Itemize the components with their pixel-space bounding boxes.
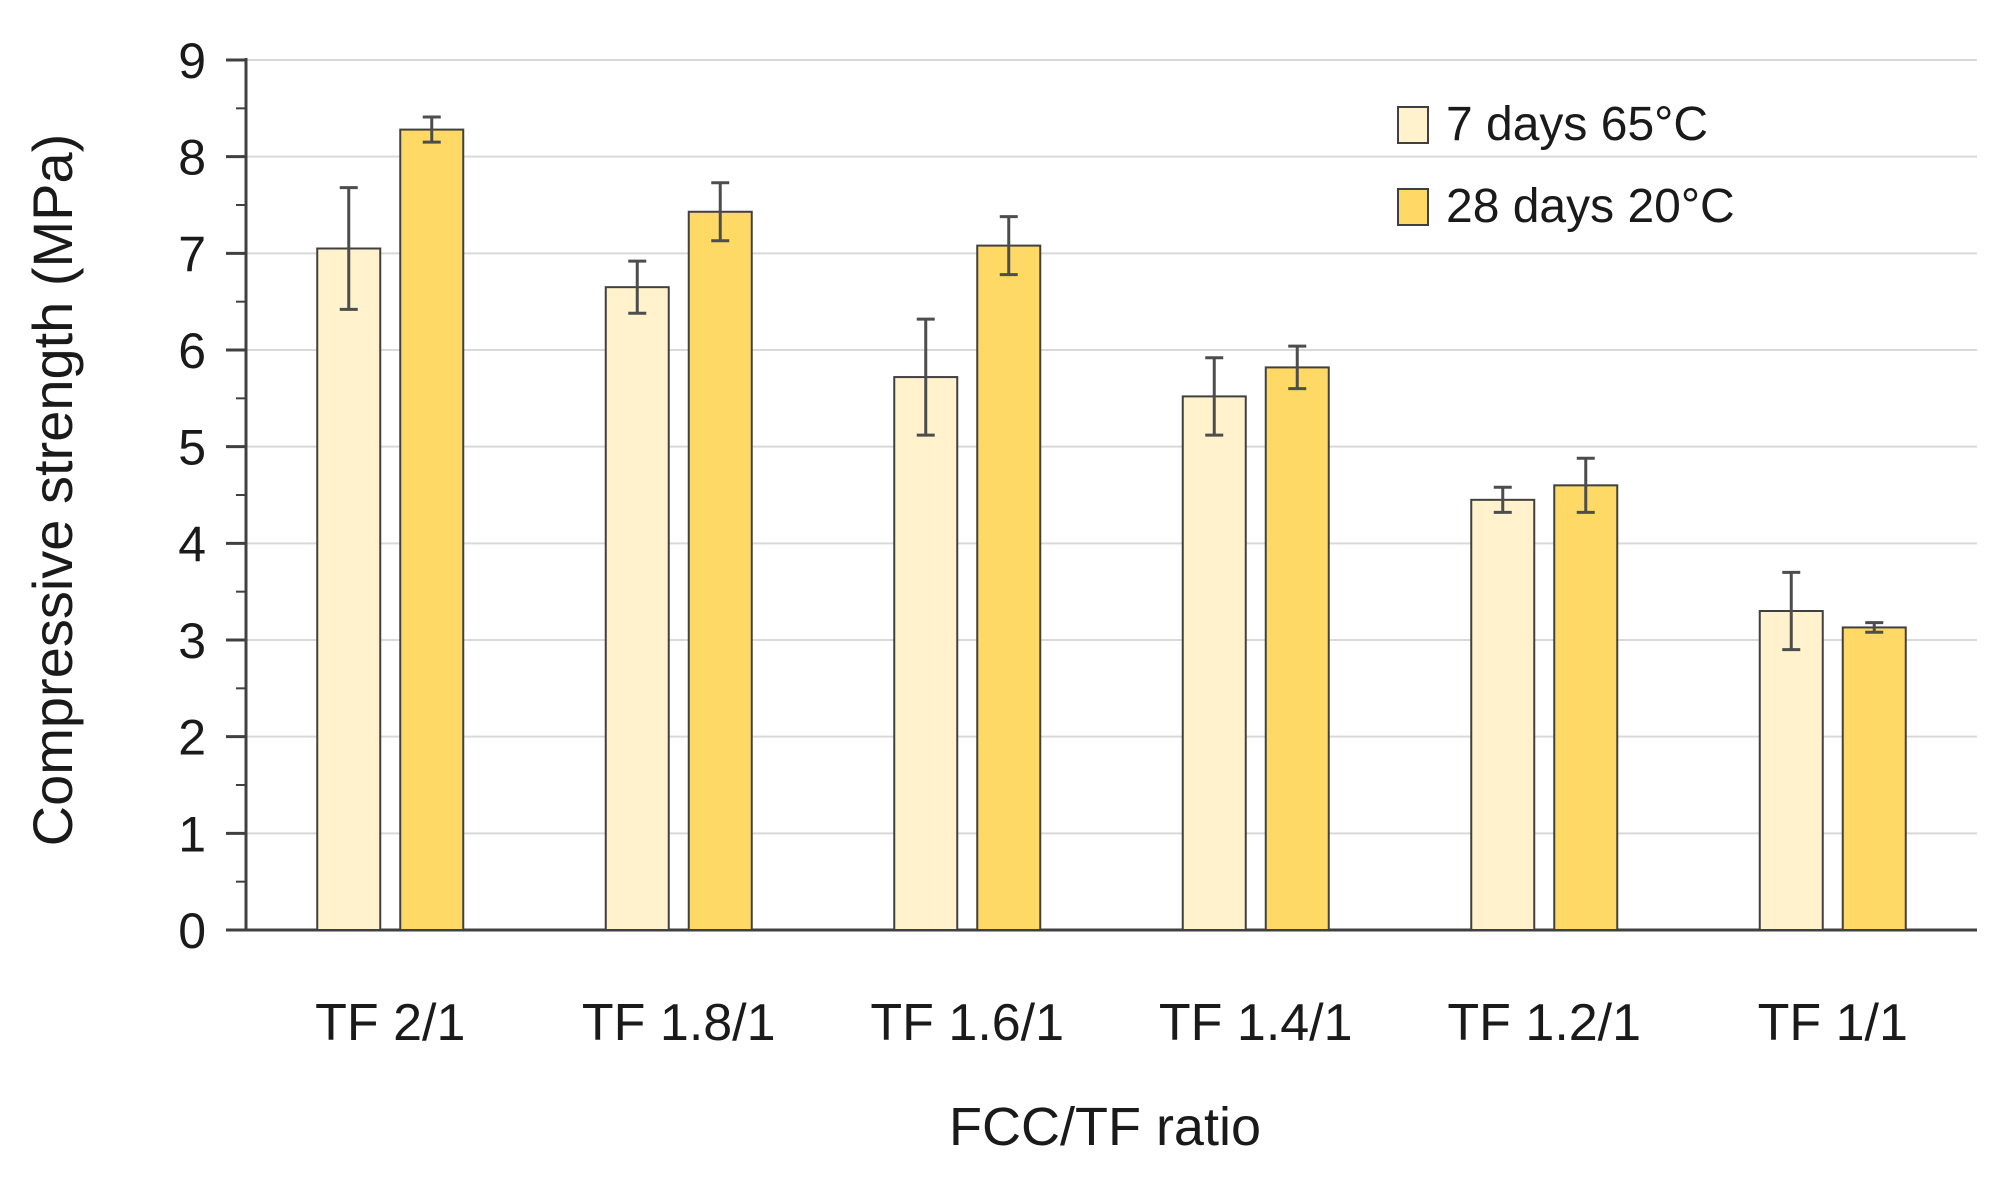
bar-7-days-65c [893, 376, 959, 932]
bar-28-days-20c [1841, 626, 1907, 932]
x-tick-label: TF 1.6/1 [870, 994, 1064, 1052]
legend-swatch-7-days [1397, 106, 1429, 144]
x-tick-label: TF 2/1 [315, 994, 465, 1052]
y-tick-label: 4 [178, 516, 206, 572]
x-tick-label: TF 1/1 [1758, 994, 1908, 1052]
bar-28-days-20c [976, 244, 1042, 932]
y-axis-title: Compressive strength (MPa) [21, 134, 84, 847]
legend-swatch-28-days [1397, 188, 1429, 226]
y-tick-label: 6 [178, 323, 206, 379]
bar-28-days-20c [399, 128, 465, 932]
y-tick-label: 7 [178, 226, 206, 282]
bar-7-days-65c [1470, 498, 1536, 931]
legend: 7 days 65°C 28 days 20°C [1397, 98, 1735, 233]
bar-7-days-65c [1758, 610, 1824, 931]
legend-label-7-days: 7 days 65°C [1446, 98, 1708, 151]
y-tick-label: 0 [178, 903, 206, 959]
bar-7-days-65c [316, 247, 382, 931]
x-axis-title: FCC/TF ratio [949, 1097, 1261, 1157]
y-tick-label: 3 [178, 613, 206, 669]
x-axis: TF 2/1 TF 1.8/1 TF 1.6/1 TF 1.4/1 TF 1.2/1 TF… [315, 994, 1908, 1052]
x-tick-label: TF 1.4/1 [1159, 994, 1353, 1052]
y-tick-label: 9 [178, 33, 206, 89]
bar-28-days-20c [1264, 366, 1330, 931]
bar-28-days-20c [1553, 484, 1619, 931]
bar-series [316, 115, 1907, 932]
y-tick-label: 1 [178, 806, 206, 862]
bar-7-days-65c [604, 286, 670, 931]
x-tick-label: TF 1.8/1 [582, 994, 776, 1052]
x-tick-label: TF 1.2/1 [1447, 994, 1641, 1052]
grid-lines [246, 59, 1977, 835]
y-tick-label: 8 [178, 130, 206, 186]
legend-label-28-days: 28 days 20°C [1446, 180, 1735, 233]
bar-7-days-65c [1181, 395, 1247, 931]
y-tick-label: 2 [178, 710, 206, 766]
y-tick-label: 5 [178, 420, 206, 476]
y-axis: 0 1 2 3 4 5 6 7 8 9 [178, 33, 1977, 959]
bar-28-days-20c [687, 210, 753, 931]
